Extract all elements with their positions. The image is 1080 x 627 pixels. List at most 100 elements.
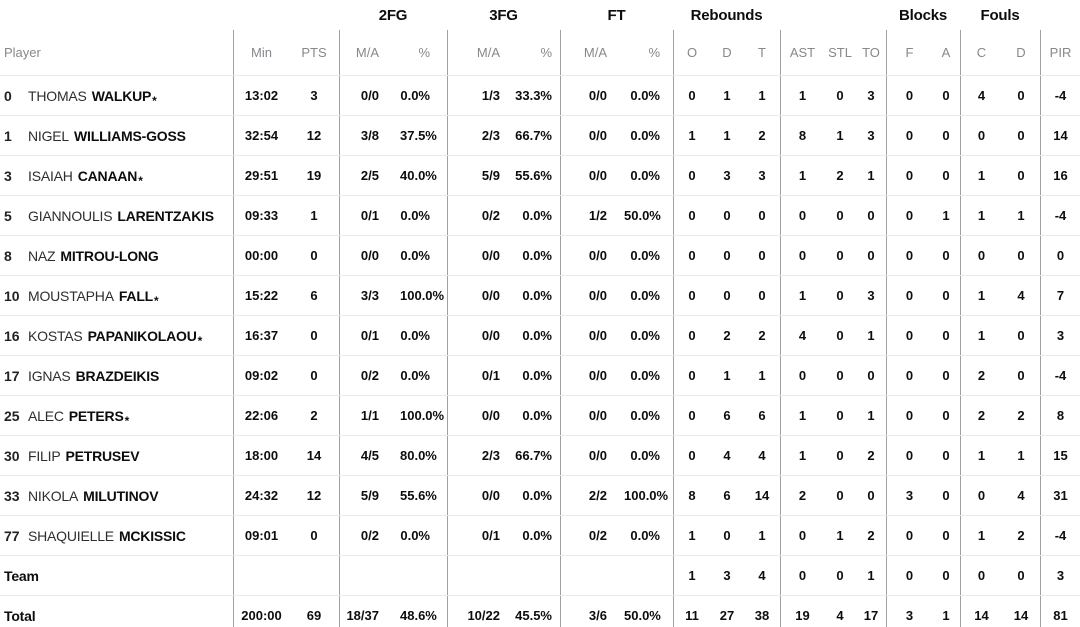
stat-rebounds-defensive: 0 [723,208,731,223]
stat-fouls-committed: 1 [960,156,1002,195]
table-row[interactable]: 3 ISAIAH CANAAN * 29:51 19 2/5 40.0% 5/9… [0,155,1080,195]
player-first-name: ALEC [28,407,64,424]
stat-2fg-made-attempted: 0/2 [339,516,400,555]
stat-3fg-made-attempted: 10/22 [447,596,511,627]
player-cell: 3 ISAIAH CANAAN * [0,165,233,187]
player-first-name: NIGEL [28,127,70,144]
column-header-stl: STL [828,45,852,60]
stat-rebounds-offensive: 1 [673,516,710,555]
stat-rebounds-defensive: 2 [723,328,731,343]
table-row[interactable]: 10 MOUSTAPHA FALL * 15:22 6 3/3 100.0% 0… [0,275,1080,315]
stat-pir: 81 [1040,596,1080,627]
column-header-foul-c: C [960,30,1002,75]
stat-pir: 8 [1040,396,1080,435]
stat-fouls-committed: 14 [960,596,1002,627]
group-header-rebounds: Rebounds [690,6,763,24]
stat-blocks-favor: 0 [886,436,932,475]
stat-minutes: 16:37 [233,316,289,355]
group-header-fouls: Fouls [980,6,1020,24]
stat-turnovers: 0 [867,248,875,263]
stat-points: 2 [310,408,318,423]
stat-blocks-favor: 0 [886,236,932,275]
stat-minutes: 09:33 [233,196,289,235]
stat-minutes: 24:32 [233,476,289,515]
stat-steals: 1 [836,528,844,543]
table-row[interactable]: 77 SHAQUIELLE MCKISSIC 09:01 0 0/2 0.0% … [0,515,1080,555]
table-row[interactable]: 25 ALEC PETERS * 22:06 2 1/1 100.0% 0/0 … [0,395,1080,435]
stat-rebounds-total: 4 [758,448,766,463]
table-row[interactable]: 16 KOSTAS PAPANIKOLAOU * 16:37 0 0/1 0.0… [0,315,1080,355]
starter-marker: * [124,413,130,427]
table-row[interactable]: 30 FILIP PETRUSEV 18:00 14 4/5 80.0% 2/3… [0,435,1080,475]
group-header-blocks: Blocks [899,6,947,24]
stat-3fg-percent: 33.3% [515,88,552,103]
stat-ft-made-attempted: 0/0 [560,436,624,475]
stat-minutes: 00:00 [233,236,289,275]
stat-blocks-against: 0 [942,408,950,423]
table-row[interactable]: 1 NIGEL WILLIAMS-GOSS 32:54 12 3/8 37.5%… [0,115,1080,155]
stat-ft-made-attempted: 0/0 [560,276,624,315]
stat-pir: -4 [1040,516,1080,555]
player-first-name: NIKOLA [28,487,79,504]
table-row[interactable]: 17 IGNAS BRAZDEIKIS 09:02 0 0/2 0.0% 0/1… [0,355,1080,395]
stat-rebounds-offensive: 0 [673,356,710,395]
stat-3fg-made-attempted: 0/0 [447,276,511,315]
stat-minutes: 32:54 [233,116,289,155]
table-row[interactable]: 5 GIANNOULIS LARENTZAKIS 09:33 1 0/1 0.0… [0,195,1080,235]
summary-row: Total 200:00 69 18/37 48.6% 10/22 45.5% … [0,595,1080,627]
stat-turnovers: 1 [867,328,875,343]
stat-rebounds-total: 1 [758,88,766,103]
stat-2fg-made-attempted: 3/8 [339,116,400,155]
player-first-name: MOUSTAPHA [28,287,114,304]
stat-blocks-favor: 3 [886,476,932,515]
stat-rebounds-total: 0 [758,208,766,223]
stat-assists: 4 [780,316,824,355]
player-last-name: MCKISSIC [118,527,186,544]
stat-rebounds-total: 1 [758,368,766,383]
stat-pir: -4 [1040,196,1080,235]
stat-ft-made-attempted: 1/2 [560,196,624,235]
column-header-row: Player Min PTS M/A % M/A % M/A % O D T A… [0,30,1080,75]
table-row[interactable]: 8 NAZ MITROU-LONG 00:00 0 0/0 0.0% 0/0 0… [0,235,1080,275]
stat-ft-made-attempted: 0/0 [560,316,624,355]
stat-assists: 0 [780,236,824,275]
stat-pir: 0 [1040,236,1080,275]
stat-blocks-against: 1 [942,608,950,623]
stat-2fg-percent: 55.6% [400,488,437,503]
starter-marker: * [138,173,143,187]
stat-rebounds-offensive: 8 [673,476,710,515]
stat-blocks-against: 0 [942,328,950,343]
stat-pir: -4 [1040,76,1080,115]
stat-fouls-drawn: 0 [1017,128,1025,143]
stat-2fg-percent: 40.0% [400,168,437,183]
stat-3fg-percent: 0.0% [522,408,552,423]
stat-2fg-percent: 0.0% [400,528,430,543]
stat-fouls-committed: 1 [960,316,1002,355]
stat-fouls-committed: 2 [960,356,1002,395]
stat-steals: 0 [836,288,844,303]
stat-2fg-made-attempted: 0/1 [339,316,400,355]
stat-rebounds-offensive: 11 [673,596,710,627]
stat-ft-percent: 0.0% [630,368,660,383]
stat-fouls-committed: 1 [960,516,1002,555]
player-last-name: MITROU-LONG [60,247,159,264]
stat-pir: 16 [1040,156,1080,195]
stat-steals: 0 [836,328,844,343]
table-row[interactable]: 33 NIKOLA MILUTINOV 24:32 12 5/9 55.6% 0… [0,475,1080,515]
stat-3fg-made-attempted: 1/3 [447,76,511,115]
player-cell: 8 NAZ MITROU-LONG [0,248,233,264]
starter-marker: * [152,93,157,107]
player-last-name: FALL [118,287,154,304]
column-header-min: Min [233,30,289,75]
stat-2fg-made-attempted: 0/2 [339,356,400,395]
stat-fouls-drawn: 4 [1017,288,1025,303]
player-cell: Total [0,608,233,624]
stat-ft-percent: 0.0% [630,448,660,463]
stat-fouls-drawn: 0 [1017,248,1025,263]
player-first-name: NAZ [28,247,56,264]
stat-2fg-percent: 0.0% [400,328,430,343]
stat-fouls-drawn: 0 [1017,568,1025,583]
table-row[interactable]: 0 THOMAS WALKUP * 13:02 3 0/0 0.0% 1/3 3… [0,75,1080,115]
stat-fouls-drawn: 1 [1017,208,1025,223]
stat-2fg-percent: 37.5% [400,128,437,143]
